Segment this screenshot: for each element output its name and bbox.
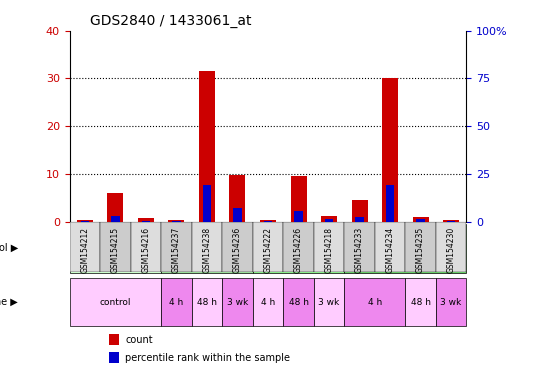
Text: protocol ▶: protocol ▶ — [0, 243, 18, 253]
FancyBboxPatch shape — [161, 278, 192, 326]
FancyBboxPatch shape — [375, 222, 405, 271]
FancyBboxPatch shape — [100, 222, 131, 271]
Text: GSM154222: GSM154222 — [264, 227, 272, 273]
Text: 4 h: 4 h — [169, 298, 184, 307]
FancyBboxPatch shape — [405, 222, 436, 271]
FancyBboxPatch shape — [283, 222, 314, 271]
Bar — [111, 216, 120, 222]
Text: GSM154233: GSM154233 — [355, 227, 364, 273]
Bar — [142, 221, 150, 222]
FancyBboxPatch shape — [161, 224, 253, 273]
Bar — [416, 219, 425, 222]
Bar — [325, 219, 333, 222]
Text: 48 h: 48 h — [288, 298, 309, 307]
FancyBboxPatch shape — [253, 278, 283, 326]
Bar — [260, 220, 276, 222]
Text: GSM154237: GSM154237 — [172, 227, 181, 273]
Text: control: control — [100, 244, 131, 253]
Text: DNA electroporation: DNA electroporation — [359, 244, 451, 253]
Text: GSM154218: GSM154218 — [324, 227, 333, 273]
Bar — [233, 208, 242, 222]
FancyBboxPatch shape — [436, 278, 466, 326]
FancyBboxPatch shape — [253, 224, 344, 273]
Bar — [443, 220, 459, 222]
Text: 3 wk: 3 wk — [318, 298, 340, 307]
FancyBboxPatch shape — [436, 222, 466, 271]
FancyBboxPatch shape — [192, 222, 222, 271]
FancyBboxPatch shape — [222, 222, 253, 271]
Text: GDS2840 / 1433061_at: GDS2840 / 1433061_at — [90, 14, 251, 28]
FancyBboxPatch shape — [161, 222, 192, 271]
Text: GSM154212: GSM154212 — [80, 227, 90, 273]
Bar — [294, 211, 303, 222]
Text: GSM154230: GSM154230 — [446, 227, 456, 273]
FancyBboxPatch shape — [222, 278, 253, 326]
Bar — [321, 216, 337, 222]
FancyBboxPatch shape — [70, 278, 161, 326]
Bar — [109, 352, 119, 363]
Bar — [107, 193, 123, 222]
Bar — [172, 221, 181, 222]
FancyBboxPatch shape — [70, 222, 100, 271]
Bar — [291, 176, 307, 222]
Text: count: count — [125, 335, 153, 345]
Bar — [229, 175, 245, 222]
Bar — [77, 220, 93, 222]
FancyBboxPatch shape — [192, 278, 222, 326]
Bar — [138, 218, 154, 222]
Bar — [264, 221, 272, 222]
FancyBboxPatch shape — [314, 222, 344, 271]
Text: 48 h: 48 h — [411, 298, 430, 307]
Bar — [203, 185, 211, 222]
Bar — [80, 221, 89, 222]
Text: GSM154235: GSM154235 — [416, 227, 425, 273]
FancyBboxPatch shape — [70, 224, 161, 273]
Text: electroporation only: electroporation only — [161, 244, 253, 253]
FancyBboxPatch shape — [283, 278, 314, 326]
Bar — [355, 217, 364, 222]
Bar — [352, 200, 368, 222]
Text: DNA injection
only: DNA injection only — [267, 239, 330, 258]
Bar — [199, 71, 215, 222]
Text: GSM154216: GSM154216 — [142, 227, 151, 273]
Text: GSM154215: GSM154215 — [111, 227, 120, 273]
Bar — [447, 221, 456, 222]
Text: 3 wk: 3 wk — [227, 298, 248, 307]
FancyBboxPatch shape — [344, 278, 405, 326]
Text: time ▶: time ▶ — [0, 297, 18, 307]
FancyBboxPatch shape — [131, 222, 161, 271]
Text: percentile rank within the sample: percentile rank within the sample — [125, 353, 290, 362]
Text: GSM154234: GSM154234 — [385, 227, 394, 273]
Bar — [109, 334, 119, 345]
FancyBboxPatch shape — [344, 224, 466, 273]
Bar — [413, 217, 429, 222]
Text: 4 h: 4 h — [368, 298, 382, 307]
FancyBboxPatch shape — [314, 278, 344, 326]
Text: 3 wk: 3 wk — [441, 298, 461, 307]
Bar — [168, 220, 184, 222]
FancyBboxPatch shape — [253, 222, 283, 271]
FancyBboxPatch shape — [405, 278, 436, 326]
Text: GSM154238: GSM154238 — [203, 227, 212, 273]
Bar — [386, 185, 394, 222]
Bar — [382, 78, 398, 222]
Text: 4 h: 4 h — [261, 298, 275, 307]
FancyBboxPatch shape — [344, 222, 375, 271]
Text: GSM154236: GSM154236 — [233, 227, 242, 273]
Text: control: control — [100, 298, 131, 307]
Text: 48 h: 48 h — [197, 298, 217, 307]
Text: GSM154226: GSM154226 — [294, 227, 303, 273]
